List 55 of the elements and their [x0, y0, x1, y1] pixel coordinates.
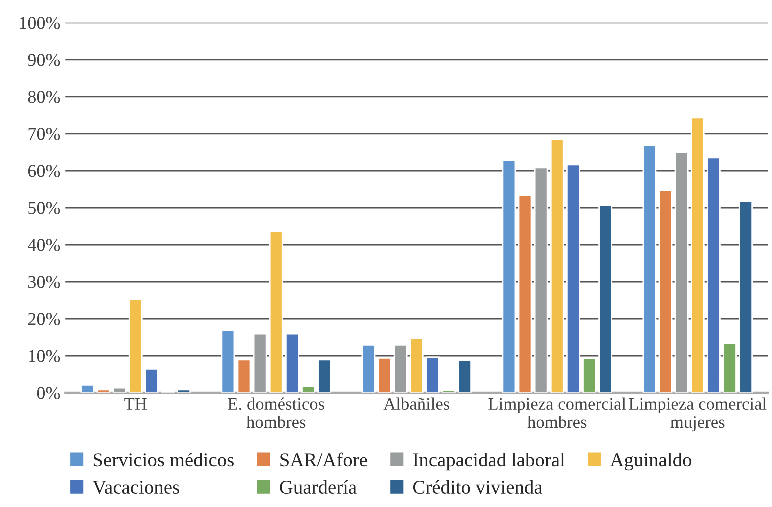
bar	[112, 387, 127, 393]
bar	[534, 167, 548, 393]
bar	[253, 333, 268, 393]
bar	[458, 360, 472, 393]
legend-label: Incapacidad laboral	[413, 452, 566, 471]
legend-label: Aguinaldo	[610, 452, 692, 471]
bar	[739, 200, 754, 393]
bar	[642, 144, 657, 393]
legend-label: Crédito vivienda	[413, 480, 543, 494]
bar	[144, 368, 159, 393]
bar	[550, 139, 564, 393]
bar	[674, 152, 689, 393]
bar	[598, 204, 613, 393]
y-tick-label: 40%	[28, 239, 60, 252]
y-tick-label: 100%	[20, 17, 60, 30]
bar	[362, 344, 376, 393]
bar	[302, 386, 316, 393]
bar	[442, 390, 456, 393]
y-tick-label: 10%	[29, 350, 60, 362]
y-tick-label: 70%	[28, 128, 60, 140]
bar	[518, 194, 532, 393]
bar	[394, 344, 408, 393]
legend-label: Servicios médicos	[94, 452, 234, 467]
bar	[221, 330, 236, 393]
x-tick-label: TH	[124, 398, 147, 410]
x-tick-label: Albañiles	[384, 398, 450, 410]
y-tick-label: 90%	[28, 54, 60, 66]
y-tick-label: 20%	[28, 313, 60, 326]
bar	[269, 230, 284, 393]
y-tick-label: 30%	[28, 276, 60, 288]
bar	[566, 164, 580, 393]
bar	[582, 358, 596, 393]
x-tick-label: Limpieza comercial mujeres	[629, 398, 767, 432]
bar	[690, 117, 705, 393]
legend-label: SAR/Afore	[280, 452, 368, 467]
y-tick-label: 80%	[28, 91, 60, 104]
legend-label: Guardería	[280, 480, 357, 494]
bar	[80, 384, 95, 393]
bar	[410, 338, 424, 393]
bar	[285, 333, 300, 393]
y-tick-label: 50%	[28, 202, 60, 214]
bar	[237, 359, 252, 393]
y-tick-label: 0%	[37, 387, 60, 400]
x-tick-label: E. domésticos hombres	[228, 398, 324, 428]
legend-label: Vacaciones	[92, 480, 180, 494]
bar	[128, 298, 143, 393]
bar	[706, 157, 721, 393]
x-tick-label: Limpieza comercial hombres	[488, 398, 626, 428]
bar	[658, 190, 673, 393]
bar	[502, 160, 516, 393]
bar	[723, 342, 737, 393]
bar	[426, 356, 440, 393]
bar	[318, 359, 332, 393]
y-tick-label: 60%	[28, 165, 60, 178]
bar	[378, 357, 392, 393]
